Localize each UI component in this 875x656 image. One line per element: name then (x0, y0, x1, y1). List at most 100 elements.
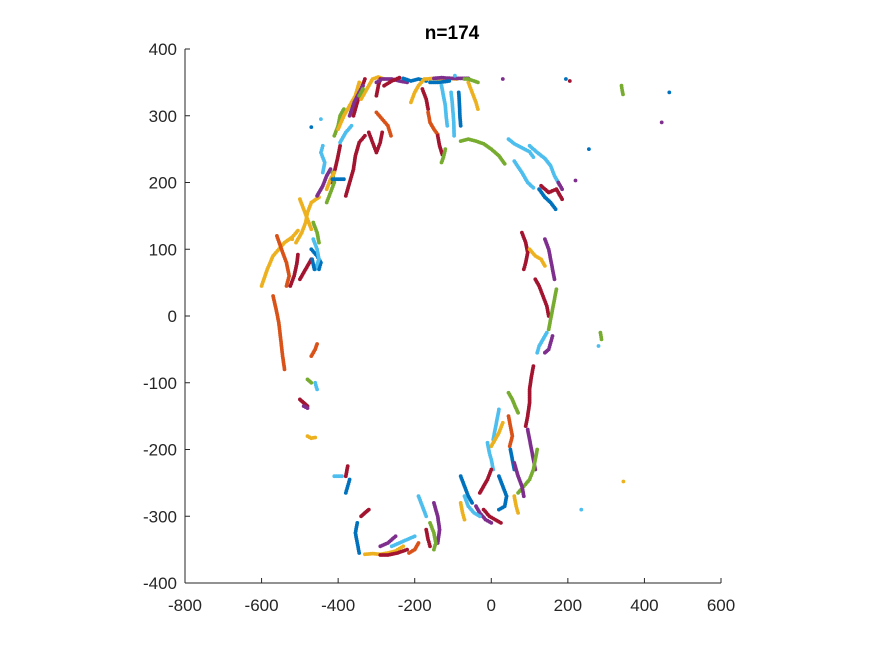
data-point (378, 553, 383, 557)
data-point (357, 551, 362, 555)
data-point (332, 170, 337, 175)
x-tick-label: -800 (168, 596, 202, 615)
data-point (667, 90, 672, 95)
data-point (424, 514, 429, 519)
data-point (499, 521, 503, 525)
data-point (659, 120, 664, 125)
data-point (347, 477, 352, 482)
data-point (389, 544, 394, 549)
data-point (397, 75, 402, 80)
data-point (489, 444, 494, 449)
data-point (315, 387, 319, 392)
data-point (516, 410, 520, 415)
data-point (338, 143, 342, 148)
data-point (521, 494, 526, 499)
data-point (546, 327, 551, 332)
data-point (428, 544, 432, 549)
data-point (290, 237, 295, 242)
data-point (282, 367, 287, 372)
data-point (349, 123, 354, 128)
data-point (476, 107, 480, 111)
data-point (317, 267, 321, 272)
data-point (502, 161, 507, 166)
data-point (453, 73, 457, 78)
y-tick-labels: -400 -300 -200 -100 0 100 200 300 400 (143, 40, 177, 593)
data-point (470, 501, 474, 505)
data-point (296, 252, 300, 257)
data-point (567, 79, 572, 83)
data-point (357, 80, 362, 85)
data-point (516, 491, 520, 495)
data-point (579, 507, 584, 512)
y-tick-label: 300 (149, 107, 177, 126)
data-point (432, 547, 436, 552)
data-point (552, 277, 557, 282)
data-point (296, 228, 300, 233)
data-point (312, 267, 317, 272)
data-point (500, 77, 505, 81)
data-point (535, 350, 540, 355)
data-point (543, 264, 547, 268)
y-tick-label: 400 (149, 40, 177, 59)
data-point (596, 344, 601, 348)
data-point (599, 337, 604, 342)
data-point (560, 197, 564, 202)
data-point (407, 551, 411, 555)
data-point (426, 107, 430, 111)
data-point (516, 511, 520, 515)
data-point (343, 474, 348, 479)
data-point (560, 187, 564, 192)
y-tick-label: -400 (143, 574, 177, 593)
data-point (621, 479, 626, 484)
data-point (477, 514, 482, 519)
data-point (389, 133, 393, 138)
data-point (447, 79, 452, 83)
data-point (363, 133, 367, 138)
data-point (531, 185, 536, 190)
data-point (363, 552, 367, 557)
y-tick-label: 200 (149, 174, 177, 193)
data-point (359, 514, 363, 519)
x-tick-label: 0 (487, 596, 496, 615)
data-point (319, 117, 323, 121)
data-point (445, 123, 450, 128)
data-point (553, 207, 558, 212)
y-tick-label: -200 (143, 441, 177, 460)
data-point (342, 107, 346, 111)
x-tick-label: -400 (321, 596, 355, 615)
data-point (342, 177, 346, 182)
data-point (378, 544, 383, 549)
data-point (439, 160, 444, 165)
data-point (531, 155, 536, 160)
y-tick-label: 100 (149, 240, 177, 259)
data-point (309, 380, 314, 385)
data-point (284, 284, 289, 288)
data-point (489, 521, 494, 525)
data-points-layer (259, 73, 672, 557)
x-tick-label: 400 (630, 596, 658, 615)
data-point (363, 77, 367, 81)
y-tick-label: -300 (143, 507, 177, 526)
data-point (543, 350, 547, 355)
data-point (564, 77, 568, 81)
data-point (315, 342, 319, 346)
x-tick-label: -200 (398, 596, 432, 615)
data-point (507, 444, 512, 449)
data-point (309, 227, 314, 232)
data-point (523, 424, 528, 428)
y-tick-label: -100 (143, 374, 177, 393)
data-point (340, 474, 344, 479)
x-tick-label: 200 (554, 596, 582, 615)
data-point (458, 123, 463, 128)
data-point (361, 87, 365, 91)
data-point (309, 125, 314, 129)
data-point (313, 435, 318, 440)
data-point (497, 507, 501, 512)
chart-title: n=174 (425, 23, 480, 44)
x-tick-labels: -800 -600 -400 -200 0 200 400 600 (168, 596, 735, 615)
x-tick-label: -600 (245, 596, 279, 615)
data-point (317, 240, 321, 245)
data-point (320, 143, 325, 148)
data-point (361, 83, 365, 88)
